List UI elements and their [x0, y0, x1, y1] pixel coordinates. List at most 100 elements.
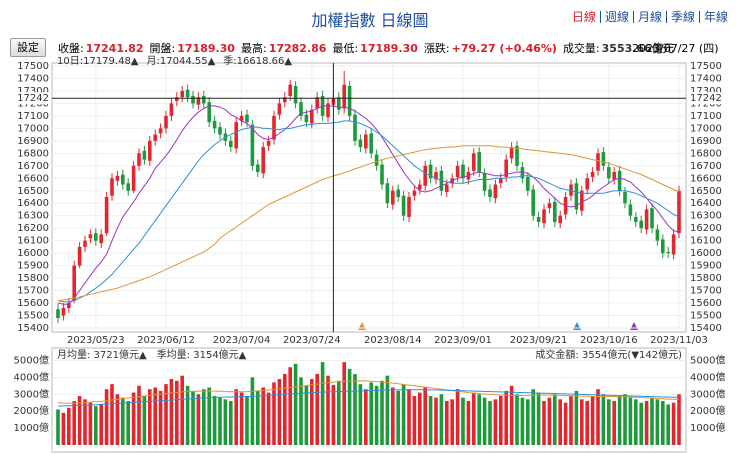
candle-body [229, 140, 233, 148]
volume-bar [299, 377, 303, 445]
period-tab[interactable]: 日線 [571, 10, 596, 24]
volume-bar [574, 390, 579, 445]
candle-body [396, 189, 400, 197]
volume-bar [526, 399, 530, 445]
y-tick-label: 15400 [690, 323, 722, 334]
candle-body [288, 84, 292, 96]
volume-bar [380, 380, 384, 445]
volume-bar [56, 409, 60, 445]
volume-bar [342, 362, 346, 445]
candle-body [477, 152, 481, 173]
y-tick-label: 4000億 [690, 370, 725, 383]
volume-bar [245, 395, 249, 445]
y-tick-label: 17400 [690, 73, 722, 84]
volume-bar [61, 412, 66, 445]
quote-value: 17189.30 [360, 42, 418, 55]
quote-label: 開盤: [149, 42, 176, 55]
event-marker [573, 322, 581, 330]
period-tab[interactable]: 週線 [599, 11, 633, 23]
volume-bar [482, 397, 487, 445]
y-tick-label: 16000 [17, 248, 49, 259]
y-tick-label: 1000億 [690, 421, 725, 434]
candle-body [612, 172, 616, 180]
candle-body [175, 97, 179, 101]
y-tick-label: 16800 [17, 148, 49, 159]
y-tick-label: 15800 [690, 273, 722, 284]
ma-line [57, 380, 680, 404]
candle-body [293, 85, 298, 104]
volume-bar [347, 368, 352, 445]
volume-bar [655, 399, 660, 445]
y-tick-label: 5000億 [690, 353, 725, 366]
volume-bar [369, 382, 373, 445]
x-tick-label: 2023/09/21 [510, 335, 568, 346]
volume-bar [256, 390, 260, 445]
period-tab[interactable]: 月線 [632, 11, 666, 23]
candle-body [342, 84, 346, 109]
y-tick-label: 15600 [690, 298, 722, 309]
quote-value: 17282.86 [268, 42, 327, 55]
settings-button[interactable]: 設定 [10, 38, 46, 57]
volume-bar [169, 379, 174, 445]
candle-body [358, 139, 363, 148]
candle-body [634, 216, 638, 222]
candle-body [310, 109, 314, 124]
volume-bar [202, 389, 206, 445]
volume-bar [628, 397, 633, 445]
x-tick-label: 2023/07/24 [283, 335, 341, 346]
crosshair-label: 17242 [17, 93, 49, 104]
x-tick-label: 2023/09/01 [434, 335, 492, 346]
candle-body [212, 120, 217, 129]
candle-body [558, 215, 562, 224]
volume-bar [67, 407, 71, 445]
volume-bar [175, 380, 179, 445]
candle-body [553, 201, 557, 222]
y-tick-label: 16700 [17, 161, 49, 172]
y-tick-label: 16500 [17, 186, 49, 197]
candle-body [277, 103, 282, 115]
candle-body [239, 115, 244, 121]
candle-body [428, 164, 433, 179]
candle-body [472, 153, 476, 171]
volume-bar [121, 397, 125, 445]
candle-body [158, 128, 163, 134]
period-tab[interactable]: 年線 [698, 11, 732, 23]
volume-bar [455, 389, 460, 445]
volume-bar [634, 399, 638, 445]
y-tick-label: 15700 [17, 286, 49, 297]
y-tick-label: 4000億 [14, 370, 49, 383]
candle-body [580, 190, 584, 211]
volume-bar [531, 389, 535, 445]
y-tick-label: 15500 [17, 311, 49, 322]
volume-bar [374, 385, 379, 445]
volume-bar [126, 401, 130, 445]
candle-body [445, 184, 449, 193]
candle-body [374, 154, 379, 166]
y-tick-label: 5000億 [14, 353, 49, 366]
volume-bar [94, 406, 98, 445]
volume-bar [499, 395, 503, 445]
volume-bar [310, 379, 314, 445]
candle-body [110, 178, 114, 196]
y-tick-label: 15700 [690, 286, 722, 297]
volume-bar [250, 377, 255, 445]
y-tick-label: 15900 [690, 261, 722, 272]
event-marker [630, 322, 638, 330]
y-tick-label: 16000 [690, 248, 722, 259]
candle-body [185, 89, 190, 98]
y-tick-label: 15900 [17, 261, 49, 272]
candle-body [104, 197, 109, 234]
quote-date: 2023/07/27 (四) [632, 42, 719, 55]
candle-body [644, 209, 649, 230]
volume-bar [326, 375, 330, 445]
candle-body [56, 309, 60, 319]
candle-body [391, 190, 395, 205]
volume-bar [180, 375, 184, 445]
x-tick-label: 2023/08/14 [364, 335, 422, 346]
period-tab[interactable]: 季線 [665, 11, 699, 23]
candle-body [353, 114, 357, 141]
candle-body [202, 95, 206, 104]
volume-bar [185, 385, 190, 445]
quote-field: 收盤: 17241.82 [58, 40, 143, 56]
volume-bar [434, 397, 438, 445]
